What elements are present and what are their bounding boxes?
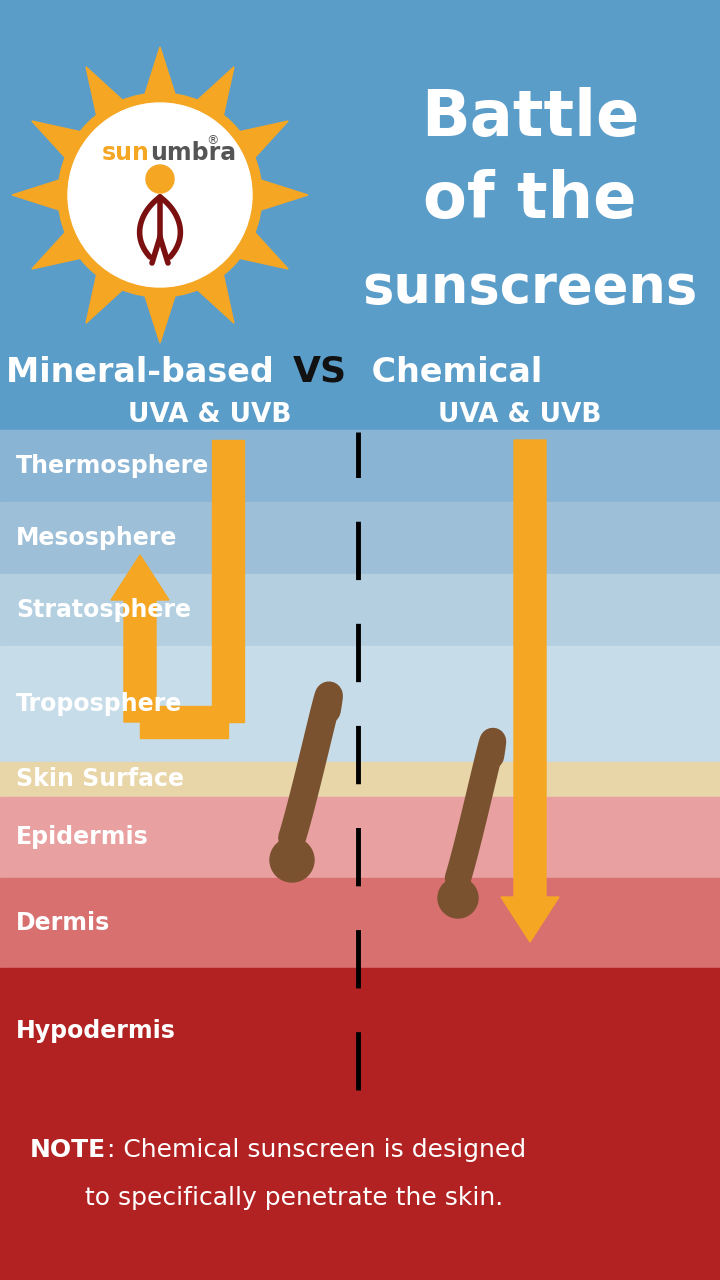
Polygon shape bbox=[32, 122, 96, 169]
Bar bbox=[0, 502, 720, 573]
Text: umbra: umbra bbox=[150, 141, 236, 165]
Text: NOTE: NOTE bbox=[30, 1138, 106, 1162]
Bar bbox=[0, 762, 720, 797]
Bar bbox=[0, 1094, 720, 1280]
Text: to specifically penetrate the skin.: to specifically penetrate the skin. bbox=[85, 1187, 503, 1210]
Text: VS: VS bbox=[293, 355, 347, 389]
Polygon shape bbox=[246, 175, 308, 215]
Text: Chemical: Chemical bbox=[360, 356, 542, 389]
Text: Battle: Battle bbox=[420, 87, 639, 148]
Text: Stratosphere: Stratosphere bbox=[16, 598, 191, 622]
Text: sunscreens: sunscreens bbox=[362, 262, 698, 314]
Polygon shape bbox=[225, 122, 288, 169]
Text: sun: sun bbox=[102, 141, 150, 165]
Polygon shape bbox=[140, 47, 180, 109]
Polygon shape bbox=[86, 260, 134, 323]
Polygon shape bbox=[186, 67, 234, 131]
Bar bbox=[0, 968, 720, 1094]
Polygon shape bbox=[32, 220, 96, 269]
FancyArrow shape bbox=[212, 440, 244, 722]
Text: Epidermis: Epidermis bbox=[16, 826, 149, 849]
Bar bbox=[0, 797, 720, 878]
Text: Mineral-based: Mineral-based bbox=[6, 356, 285, 389]
Text: Dermis: Dermis bbox=[16, 911, 110, 934]
FancyArrow shape bbox=[501, 440, 559, 942]
Text: Skin Surface: Skin Surface bbox=[16, 767, 184, 791]
Circle shape bbox=[270, 838, 314, 882]
Text: : Chemical sunscreen is designed: : Chemical sunscreen is designed bbox=[107, 1138, 526, 1162]
Text: Hypodermis: Hypodermis bbox=[16, 1019, 176, 1043]
Text: Mesosphere: Mesosphere bbox=[16, 526, 177, 550]
Circle shape bbox=[58, 93, 262, 297]
FancyArrow shape bbox=[111, 556, 169, 722]
Bar bbox=[0, 878, 720, 968]
Text: Troposphere: Troposphere bbox=[16, 692, 182, 716]
Polygon shape bbox=[186, 260, 234, 323]
Text: ®: ® bbox=[207, 134, 220, 147]
Polygon shape bbox=[12, 175, 74, 215]
Circle shape bbox=[146, 165, 174, 193]
Bar bbox=[0, 646, 720, 762]
Polygon shape bbox=[140, 280, 180, 343]
Text: UVA & UVB: UVA & UVB bbox=[128, 402, 292, 428]
FancyArrow shape bbox=[140, 707, 228, 739]
Text: of the: of the bbox=[423, 169, 636, 230]
Polygon shape bbox=[225, 220, 288, 269]
Polygon shape bbox=[86, 67, 134, 131]
Text: UVA & UVB: UVA & UVB bbox=[438, 402, 602, 428]
Bar bbox=[0, 573, 720, 646]
Circle shape bbox=[68, 102, 252, 287]
Text: Thermosphere: Thermosphere bbox=[16, 454, 210, 477]
Circle shape bbox=[438, 878, 478, 918]
Bar bbox=[0, 430, 720, 502]
